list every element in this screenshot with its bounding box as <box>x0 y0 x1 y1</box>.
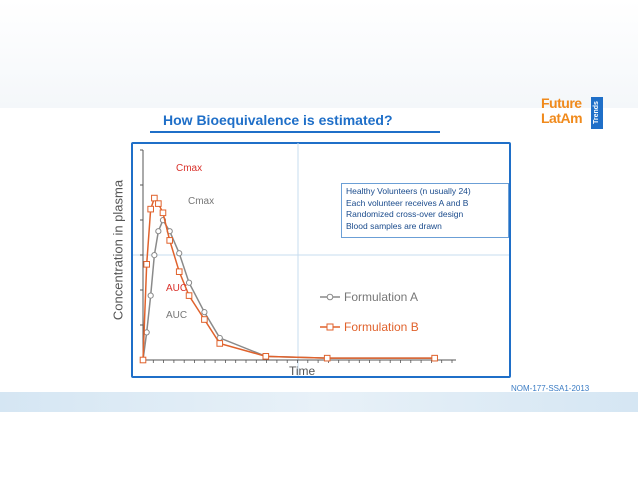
data-point-b <box>143 261 150 268</box>
info-line: Blood samples are drawn <box>346 220 442 231</box>
legend-marker-b <box>326 323 334 331</box>
cmax-a-label: Cmax <box>188 196 215 207</box>
y-axis-label: Concentration in plasma <box>110 179 126 321</box>
series-line-a <box>142 218 435 361</box>
footnote: NOM-177-SSA1-2013 <box>511 384 590 393</box>
legend-marker-a <box>326 293 334 301</box>
data-point-a <box>201 309 208 316</box>
data-point-a <box>185 279 193 286</box>
logo-line2: LatAm <box>541 110 583 126</box>
data-point-b <box>185 292 193 299</box>
data-point-b <box>262 353 270 360</box>
data-point-b <box>175 268 183 275</box>
auc-b-label: AUC <box>166 283 188 294</box>
data-point-b <box>139 356 147 364</box>
info-line: Randomized cross-over design <box>346 209 464 219</box>
info-line: Healthy Volunteers (n usually 24) <box>346 186 471 196</box>
cmax-b-label: Cmax <box>176 163 203 174</box>
title-underline <box>150 131 440 133</box>
data-point-a <box>147 292 154 299</box>
data-point-b <box>166 237 174 244</box>
chart-frame <box>131 142 511 378</box>
legend-formulation-b: Formulation B <box>344 320 419 334</box>
legend-formulation-a: Formulation A <box>344 290 419 304</box>
info-line: Each volunteer receives A and B <box>346 197 469 208</box>
slide-title: How Bioequivalence is estimated? <box>163 112 393 128</box>
data-point-b <box>159 209 167 217</box>
data-point-b <box>201 316 208 323</box>
data-point-b <box>155 200 162 207</box>
logo-line1: Future <box>541 95 582 111</box>
x-axis-label: Time <box>289 364 316 378</box>
auc-a-label: AUC <box>166 310 188 321</box>
data-point-b <box>151 194 158 202</box>
brand-logo: Future LatAm Trends <box>541 95 605 131</box>
header-band <box>0 0 638 108</box>
data-point-b <box>216 340 224 347</box>
study-info-box: Healthy Volunteers (n usually 24) Each v… <box>341 183 509 238</box>
data-point-a <box>155 228 162 235</box>
data-point-a <box>176 250 183 257</box>
data-point-b <box>323 354 331 362</box>
data-point-b <box>147 205 154 213</box>
footer-band <box>0 392 638 412</box>
data-point-b <box>431 354 438 362</box>
data-point-a <box>151 252 158 259</box>
